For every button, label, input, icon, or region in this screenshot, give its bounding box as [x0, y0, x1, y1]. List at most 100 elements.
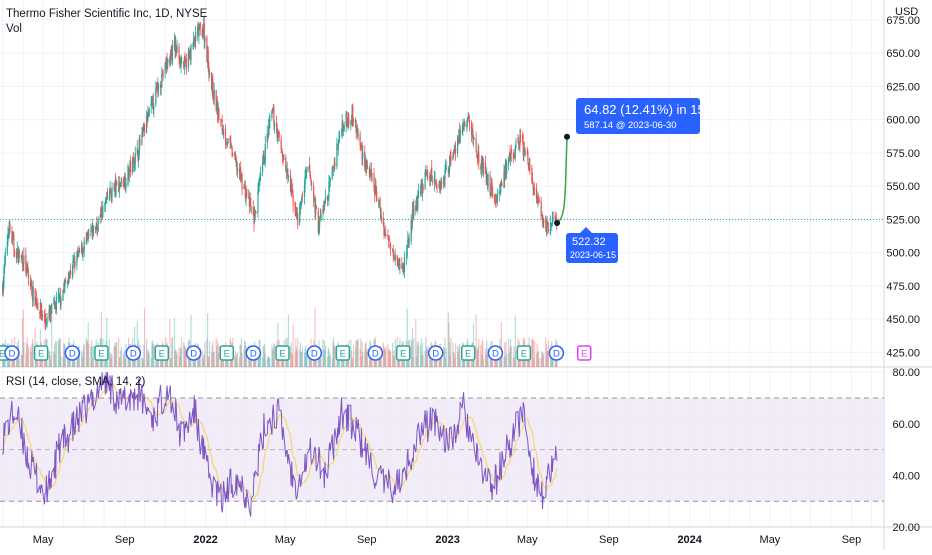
- volume-bar: [179, 347, 181, 367]
- candle-body: [36, 304, 38, 306]
- volume-bar: [222, 358, 224, 367]
- candle-body: [431, 167, 433, 182]
- volume-bar: [145, 339, 148, 367]
- volume-bar: [127, 350, 129, 367]
- volume-bar: [458, 345, 460, 367]
- candle-body: [380, 206, 382, 219]
- candle-body: [3, 267, 5, 284]
- candle-body: [484, 161, 487, 174]
- candle-body: [128, 167, 130, 176]
- candle-body: [496, 193, 498, 203]
- dividend-marker-icon: [487, 345, 504, 361]
- volume-bar: [207, 356, 209, 367]
- volume-bar: [258, 356, 260, 367]
- volume-bar: [549, 356, 552, 367]
- candle-body: [220, 119, 222, 121]
- dividend-marker-glyph: D: [372, 349, 379, 360]
- candle-body: [165, 61, 168, 70]
- candle-body: [48, 310, 50, 319]
- volume-bar: [15, 355, 18, 367]
- candle-body: [53, 299, 55, 303]
- price-tick-label: 575.00: [886, 148, 920, 160]
- candle-body: [277, 129, 279, 142]
- candle-body: [313, 186, 315, 200]
- candle-body: [143, 124, 145, 131]
- candle-body: [370, 169, 372, 176]
- candle-body: [454, 149, 456, 151]
- candle-body: [73, 258, 75, 262]
- earnings-marker-icon: [460, 345, 476, 361]
- candle-body: [166, 60, 168, 67]
- candle-body: [317, 210, 319, 233]
- volume-bar: [305, 345, 307, 367]
- candle-body: [311, 184, 313, 186]
- candle-body: [208, 72, 211, 77]
- dividend-marker-glyph: D: [311, 349, 318, 360]
- volume-bar: [106, 357, 109, 367]
- candle-body: [9, 223, 11, 232]
- volume-bar: [411, 328, 414, 367]
- volume-bar: [308, 355, 310, 367]
- volume-bar: [141, 358, 144, 367]
- candle-body: [393, 254, 395, 257]
- volume-bar: [536, 343, 538, 367]
- volume-bar: [393, 356, 396, 367]
- volume-bar: [236, 352, 239, 367]
- candle-body: [236, 168, 239, 172]
- candle-body: [449, 154, 451, 159]
- volume-bar: [208, 341, 211, 367]
- volume-bar: [323, 340, 325, 367]
- candle-body: [281, 152, 284, 158]
- candle-body: [139, 139, 141, 145]
- candle-body: [155, 87, 157, 105]
- volume-label: Vol: [6, 23, 22, 35]
- volume-bar: [78, 351, 81, 367]
- volume-bar: [388, 349, 390, 367]
- volume-bar: [31, 344, 33, 367]
- volume-bar: [91, 346, 93, 367]
- candle-body: [88, 233, 90, 235]
- candle-body: [354, 119, 357, 124]
- dividend-marker-glyph: D: [553, 349, 560, 360]
- dividend-marker-icon: [125, 345, 142, 361]
- volume-bar: [296, 350, 298, 367]
- candle-body: [510, 151, 512, 160]
- candle-body: [83, 240, 85, 251]
- volume-bar: [55, 341, 57, 367]
- candle-body: [77, 252, 79, 256]
- candle-body: [406, 247, 408, 256]
- candle-body: [46, 317, 48, 325]
- earnings-marker-glyph: E: [98, 349, 104, 360]
- candle-body: [286, 169, 288, 172]
- projection-start-callout[interactable]: 522.32 2023-06-15: [566, 227, 618, 263]
- candle-body: [273, 107, 275, 125]
- candle-body: [397, 260, 399, 264]
- candle-body: [290, 183, 292, 190]
- candle-body: [301, 198, 304, 200]
- candle-body: [189, 50, 191, 53]
- candle-body: [309, 174, 311, 179]
- volume-bar: [356, 341, 358, 367]
- volume-bar: [291, 354, 294, 367]
- candle-body: [295, 208, 297, 217]
- candle-body: [462, 125, 464, 130]
- candle-body: [359, 134, 361, 145]
- volume-bar: [357, 338, 359, 367]
- volume-bar: [487, 348, 489, 367]
- candle-body: [193, 36, 195, 40]
- candle-body: [114, 180, 116, 193]
- volume-bar: [453, 351, 455, 367]
- candle-body: [176, 46, 178, 53]
- candle-body: [324, 201, 326, 204]
- volume-bar: [164, 357, 166, 367]
- candle-body: [164, 62, 166, 75]
- candle-body: [272, 108, 274, 112]
- candle-body: [417, 196, 419, 209]
- volume-bar: [250, 355, 252, 367]
- volume-bar: [174, 350, 176, 367]
- candle-body: [501, 184, 503, 186]
- volume-bar: [18, 358, 20, 367]
- candle-body: [405, 252, 408, 258]
- projection-callout[interactable]: 64.82 (12.41%) in 15d 587.14 @ 2023-06-3…: [576, 98, 712, 134]
